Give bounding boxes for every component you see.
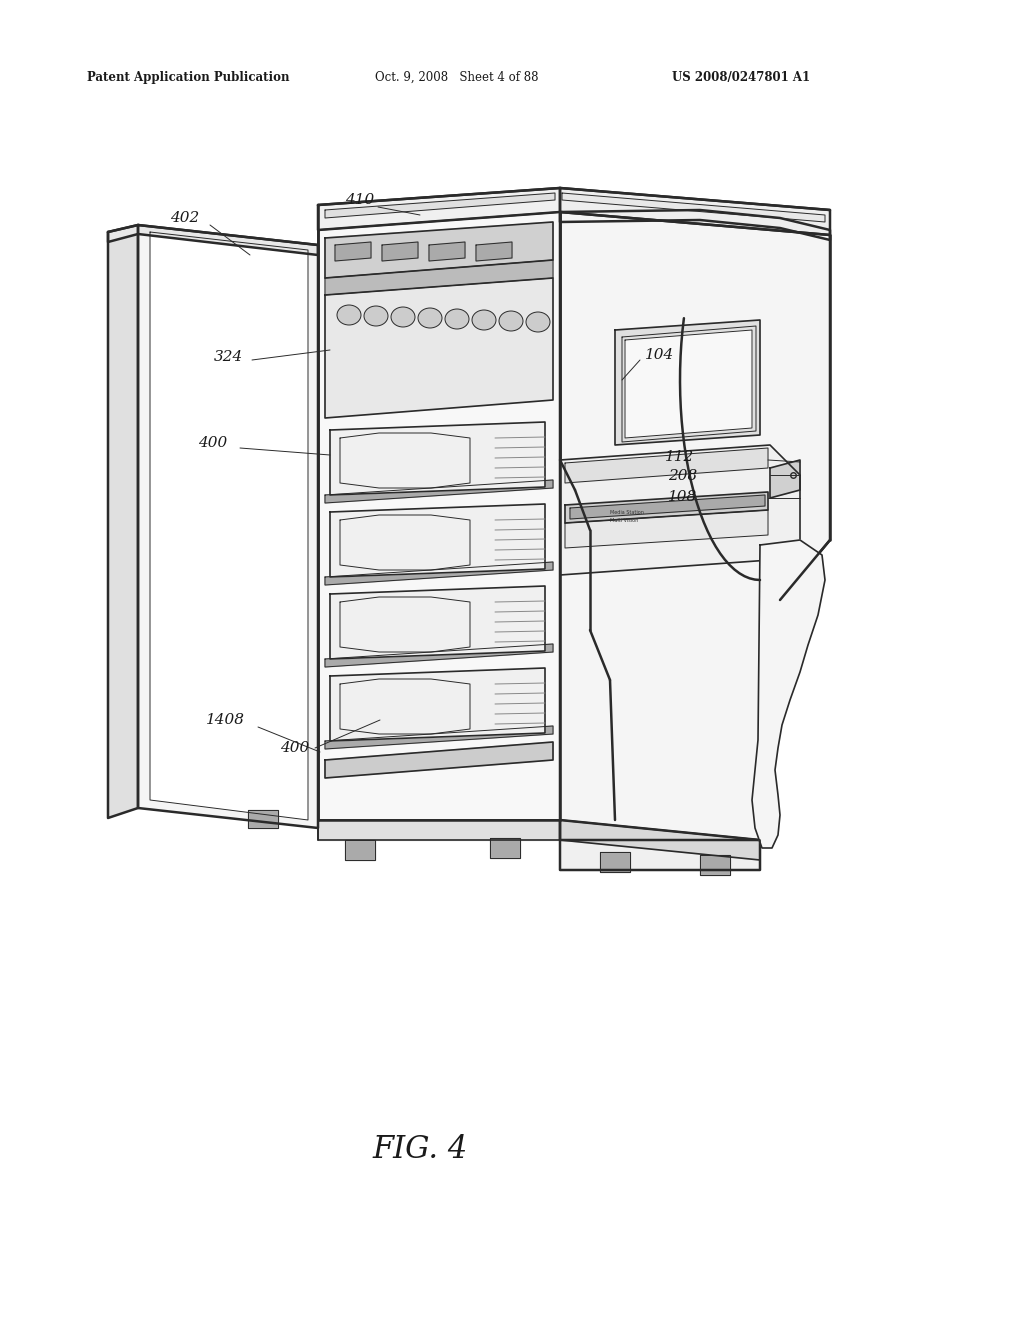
Text: 112: 112 (666, 450, 694, 465)
Polygon shape (562, 193, 825, 222)
Text: 402: 402 (170, 211, 200, 224)
Ellipse shape (391, 308, 415, 327)
Polygon shape (150, 232, 308, 820)
Polygon shape (565, 492, 768, 523)
Polygon shape (476, 242, 512, 261)
Polygon shape (770, 459, 800, 498)
Ellipse shape (418, 308, 442, 327)
Polygon shape (318, 187, 560, 230)
Polygon shape (345, 840, 375, 861)
Ellipse shape (364, 306, 388, 326)
Polygon shape (318, 820, 560, 840)
Polygon shape (700, 855, 730, 875)
Polygon shape (325, 480, 553, 503)
Polygon shape (318, 213, 560, 820)
Polygon shape (325, 260, 553, 294)
Text: US 2008/0247801 A1: US 2008/0247801 A1 (672, 70, 810, 83)
Text: 400: 400 (281, 741, 309, 755)
Polygon shape (325, 726, 553, 748)
Text: 104: 104 (645, 348, 675, 362)
Polygon shape (625, 330, 752, 438)
Polygon shape (560, 820, 760, 870)
Polygon shape (325, 644, 553, 667)
Polygon shape (335, 242, 371, 261)
Polygon shape (248, 810, 278, 828)
Polygon shape (108, 224, 318, 255)
Polygon shape (330, 668, 545, 741)
Polygon shape (565, 447, 768, 483)
Polygon shape (615, 319, 760, 445)
Text: FIG. 4: FIG. 4 (373, 1134, 468, 1166)
Polygon shape (560, 820, 760, 861)
Polygon shape (108, 224, 138, 818)
Polygon shape (382, 242, 418, 261)
Ellipse shape (445, 309, 469, 329)
Ellipse shape (499, 312, 523, 331)
Text: 108: 108 (669, 490, 697, 504)
Polygon shape (560, 213, 830, 840)
Polygon shape (325, 562, 553, 585)
Polygon shape (330, 504, 545, 577)
Polygon shape (330, 586, 545, 659)
Text: Oct. 9, 2008   Sheet 4 of 88: Oct. 9, 2008 Sheet 4 of 88 (375, 70, 539, 83)
Polygon shape (600, 851, 630, 873)
Text: Media Station: Media Station (610, 510, 644, 515)
Text: Multi Vision: Multi Vision (610, 517, 638, 523)
Polygon shape (325, 279, 553, 418)
Text: 410: 410 (345, 193, 375, 207)
Polygon shape (325, 193, 555, 218)
Text: 208: 208 (669, 469, 697, 483)
Text: 324: 324 (213, 350, 243, 364)
Polygon shape (560, 187, 830, 235)
Polygon shape (490, 838, 520, 858)
Polygon shape (325, 222, 553, 279)
Polygon shape (565, 510, 768, 548)
Ellipse shape (472, 310, 496, 330)
Polygon shape (138, 224, 318, 828)
Text: 400: 400 (199, 436, 227, 450)
Polygon shape (325, 742, 553, 777)
Polygon shape (330, 422, 545, 495)
Ellipse shape (526, 312, 550, 333)
Polygon shape (560, 445, 800, 576)
Polygon shape (429, 242, 465, 261)
Polygon shape (752, 540, 825, 847)
Polygon shape (570, 495, 765, 519)
Text: Patent Application Publication: Patent Application Publication (87, 70, 290, 83)
Text: 1408: 1408 (206, 713, 245, 727)
Ellipse shape (337, 305, 361, 325)
